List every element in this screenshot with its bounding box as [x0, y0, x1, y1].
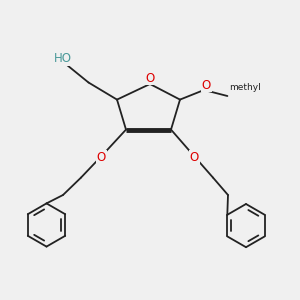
Text: HO: HO	[54, 52, 72, 65]
Text: O: O	[146, 71, 154, 85]
Text: O: O	[190, 151, 199, 164]
Text: O: O	[97, 151, 106, 164]
Text: methyl: methyl	[229, 83, 261, 92]
Text: O: O	[202, 79, 211, 92]
